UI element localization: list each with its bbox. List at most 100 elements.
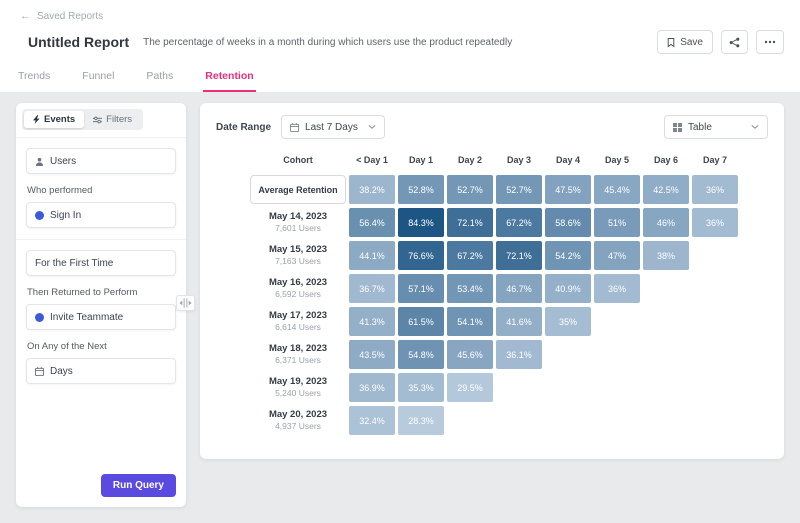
cohort-label: May 19, 2023 5,240 Users [250, 373, 346, 402]
cohort-user-count: 6,592 Users [275, 289, 321, 299]
retention-cell[interactable]: 46% [643, 208, 689, 237]
view-type-value: Table [688, 121, 712, 133]
tab-events-label: Events [44, 114, 76, 125]
retention-cell[interactable]: 36% [594, 274, 640, 303]
more-dots-icon [764, 40, 776, 44]
tab-retention[interactable]: Retention [203, 66, 256, 92]
section-divider [16, 239, 186, 240]
retention-cell[interactable]: 40.9% [545, 274, 591, 303]
cohort-date: May 14, 2023 [268, 211, 328, 222]
cohort-label: Average Retention [250, 175, 346, 204]
more-button[interactable] [756, 30, 784, 54]
tab-paths[interactable]: Paths [146, 70, 174, 82]
retention-cell[interactable]: 72.1% [496, 241, 542, 270]
retention-row: May 19, 2023 5,240 Users 36.9% 35.3% 29.5% [250, 373, 784, 402]
event-dot-icon [35, 312, 44, 322]
retention-cell[interactable]: 41.6% [496, 307, 542, 336]
retention-cell[interactable]: 54.2% [545, 241, 591, 270]
performed-event-selector[interactable]: Sign In [26, 202, 176, 228]
report-card: Date Range Last 7 Days Table [200, 103, 784, 459]
retention-column-header: Day 3 [506, 155, 532, 165]
retention-cell[interactable]: 44.1% [349, 241, 395, 270]
view-type-dropdown[interactable]: Table [664, 115, 768, 139]
filter-sliders-icon [93, 116, 103, 124]
share-button[interactable] [721, 30, 748, 54]
retention-cell[interactable]: 35% [545, 307, 591, 336]
returned-event-selector[interactable]: Invite Teammate [26, 304, 176, 330]
retention-cell[interactable]: 36.1% [496, 340, 542, 369]
run-query-button[interactable]: Run Query [100, 474, 176, 497]
retention-cell[interactable]: 54.8% [398, 340, 444, 369]
retention-cell[interactable]: 52.8% [398, 175, 444, 204]
panel-tabs: Events Filters [16, 103, 186, 138]
users-selector-label: Users [50, 155, 77, 167]
date-range-dropdown[interactable]: Last 7 Days [281, 115, 385, 139]
performed-event-label: Sign In [50, 209, 82, 221]
tab-events[interactable]: Events [24, 111, 85, 128]
retention-cell[interactable]: 47% [594, 241, 640, 270]
retention-cell[interactable]: 61.5% [398, 307, 444, 336]
retention-cell[interactable]: 42.5% [643, 175, 689, 204]
events-filters-segmented-control: Events Filters [22, 109, 144, 130]
days-selector[interactable]: Days [26, 358, 176, 384]
chevron-down-icon [751, 124, 759, 130]
retention-cell[interactable]: 53.4% [447, 274, 493, 303]
retention-cell[interactable]: 56.4% [349, 208, 395, 237]
retention-cell[interactable]: 67.2% [496, 208, 542, 237]
retention-cell[interactable]: 38% [643, 241, 689, 270]
retention-cell[interactable]: 52.7% [447, 175, 493, 204]
retention-table: Cohort < Day 1 Day 1 Day 2 Day 3 Day 4 Day 5 Da… [250, 151, 784, 435]
retention-cell[interactable]: 54.1% [447, 307, 493, 336]
tab-trends[interactable]: Trends [18, 70, 51, 82]
cohort-label: May 17, 2023 6,614 Users [250, 307, 346, 336]
retention-cell[interactable]: 72.1% [447, 208, 493, 237]
retention-cell[interactable]: 46.7% [496, 274, 542, 303]
retention-column-header: Day 4 [555, 155, 581, 165]
bookmark-save-icon [667, 37, 675, 48]
cohort-user-count: 7,601 Users [275, 223, 321, 233]
retention-cell[interactable]: 35.3% [398, 373, 444, 402]
retention-cell[interactable]: 41.3% [349, 307, 395, 336]
retention-cell[interactable]: 47.5% [545, 175, 591, 204]
retention-cell[interactable]: 57.1% [398, 274, 444, 303]
retention-row: May 16, 2023 6,592 Users 36.7% 57.1% 53.4% 46… [250, 274, 784, 303]
retention-cell[interactable]: 28.3% [398, 406, 444, 435]
retention-cell[interactable]: 38.2% [349, 175, 395, 204]
then-returned-label: Then Returned to Perform [27, 287, 138, 298]
first-time-selector[interactable]: For the First Time [26, 250, 176, 276]
retention-cell[interactable]: 29.5% [447, 373, 493, 402]
retention-cell[interactable]: 51% [594, 208, 640, 237]
retention-cell[interactable]: 58.6% [545, 208, 591, 237]
cohort-user-count: 7,163 Users [275, 256, 321, 266]
query-steps: Users Who performed Sign In For the Firs… [16, 138, 186, 394]
panel-resize-handle[interactable] [176, 295, 195, 311]
retention-cell[interactable]: 36.7% [349, 274, 395, 303]
cohort-label: May 16, 2023 6,592 Users [250, 274, 346, 303]
tab-filters[interactable]: Filters [84, 111, 141, 128]
retention-cell[interactable]: 43.5% [349, 340, 395, 369]
cohort-user-count: 4,937 Users [275, 421, 321, 431]
retention-cell[interactable]: 45.4% [594, 175, 640, 204]
retention-cell[interactable]: 84.3% [398, 208, 444, 237]
page-title: Untitled Report [28, 34, 130, 50]
retention-cell[interactable]: 52.7% [496, 175, 542, 204]
save-button[interactable]: Save [657, 30, 713, 54]
back-link[interactable]: ← Saved Reports [0, 10, 800, 22]
cohort-date: May 16, 2023 [268, 277, 328, 288]
users-selector[interactable]: Users [26, 148, 176, 174]
cohort-label: May 20, 2023 4,937 Users [250, 406, 346, 435]
tab-funnel[interactable]: Funnel [82, 70, 115, 82]
tab-filters-label: Filters [106, 114, 133, 125]
days-selector-label: Days [50, 365, 73, 377]
retention-column-header: Day 1 [408, 155, 434, 165]
retention-cell[interactable]: 67.2% [447, 241, 493, 270]
retention-table-body: Average Retention 38.2% 52.8% 52.7% 52.7% 47.… [250, 175, 784, 435]
title-row: Untitled Report The percentage of weeks … [0, 30, 800, 54]
retention-cell[interactable]: 36% [692, 175, 738, 204]
retention-cell[interactable]: 76.6% [398, 241, 444, 270]
retention-cell[interactable]: 32.4% [349, 406, 395, 435]
retention-cell[interactable]: 36% [692, 208, 738, 237]
retention-cell[interactable]: 36.9% [349, 373, 395, 402]
retention-cell[interactable]: 45.6% [447, 340, 493, 369]
retention-row: May 17, 2023 6,614 Users 41.3% 61.5% 54.1% 41… [250, 307, 784, 336]
